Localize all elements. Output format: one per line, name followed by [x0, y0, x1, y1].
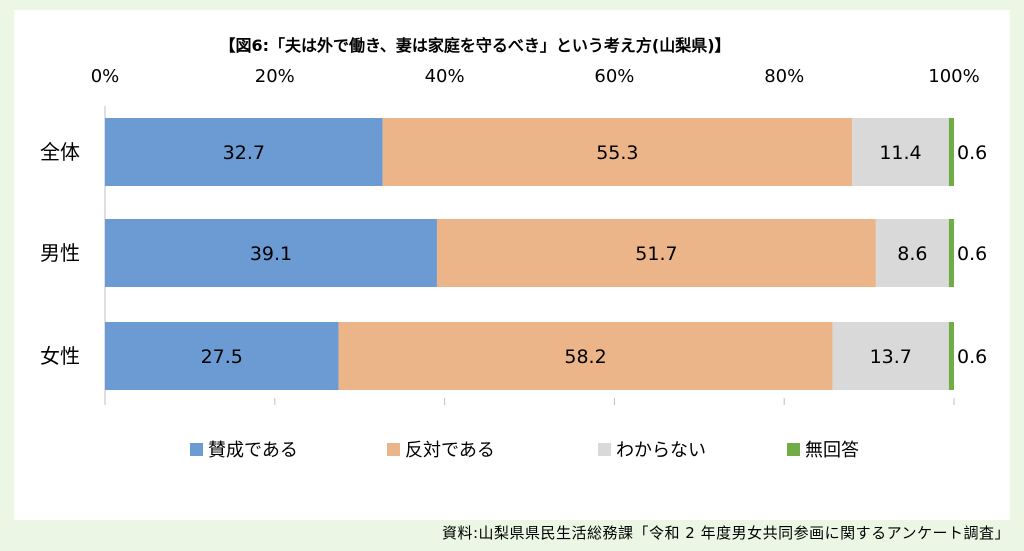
- data-label: 27.5: [201, 346, 243, 368]
- legend-label: わからない: [616, 440, 706, 461]
- category-label: 男性: [40, 241, 80, 265]
- x-tick-label: 60%: [594, 66, 634, 87]
- bar-segment: [105, 118, 383, 186]
- data-label: 32.7: [223, 142, 265, 164]
- bar-segment: [105, 219, 437, 287]
- chart-title: 【図6:「夫は外で働き、妻は家庭を守るべき」という考え方(山梨県)】: [219, 36, 730, 55]
- x-tick-label: 0%: [91, 66, 120, 87]
- bar-segment: [105, 322, 339, 390]
- x-tick-label: 80%: [764, 66, 804, 87]
- bar-segment: [875, 219, 949, 287]
- data-label: 0.6: [957, 243, 987, 265]
- x-tick-label: 20%: [255, 66, 295, 87]
- legend-label: 反対である: [405, 440, 495, 461]
- data-label: 39.1: [250, 243, 292, 265]
- legend-label: 賛成である: [208, 440, 298, 461]
- x-tick-label: 40%: [425, 66, 465, 87]
- data-label: 0.6: [957, 346, 987, 368]
- bar-segment: [382, 118, 853, 186]
- data-label: 0.6: [957, 142, 987, 164]
- legend-label: 無回答: [805, 440, 859, 461]
- chart-panel: 【図6:「夫は外で働き、妻は家庭を守るべき」という考え方(山梨県)】 0% 20% 4…: [14, 10, 1010, 520]
- data-label: 55.3: [596, 142, 638, 164]
- category-label: 全体: [40, 140, 80, 164]
- legend-swatch: [190, 443, 203, 456]
- data-label: 8.6: [897, 243, 927, 265]
- bar-segment: [832, 322, 949, 390]
- data-label: 13.7: [870, 346, 912, 368]
- bar-segment: [948, 118, 954, 186]
- stacked-bar-chart: 【図6:「夫は外で働き、妻は家庭を守るべき」という考え方(山梨県)】 0% 20% 4…: [40, 36, 987, 461]
- x-tick-label: 100%: [928, 66, 979, 87]
- bar-segment: [948, 322, 954, 390]
- bar-segment: [338, 322, 833, 390]
- bar-segment: [948, 219, 954, 287]
- legend-swatch: [787, 443, 800, 456]
- data-label: 58.2: [564, 346, 606, 368]
- legend-swatch: [387, 443, 400, 456]
- source-note: 資料:山梨県県民生活総務課「令和 2 年度男女共同参画に関するアンケート調査」: [441, 524, 1010, 542]
- category-label: 女性: [40, 344, 80, 368]
- data-label: 51.7: [635, 243, 677, 265]
- bar-segment: [436, 219, 876, 287]
- bar-segment: [852, 118, 949, 186]
- legend-swatch: [598, 443, 611, 456]
- data-label: 11.4: [879, 142, 921, 164]
